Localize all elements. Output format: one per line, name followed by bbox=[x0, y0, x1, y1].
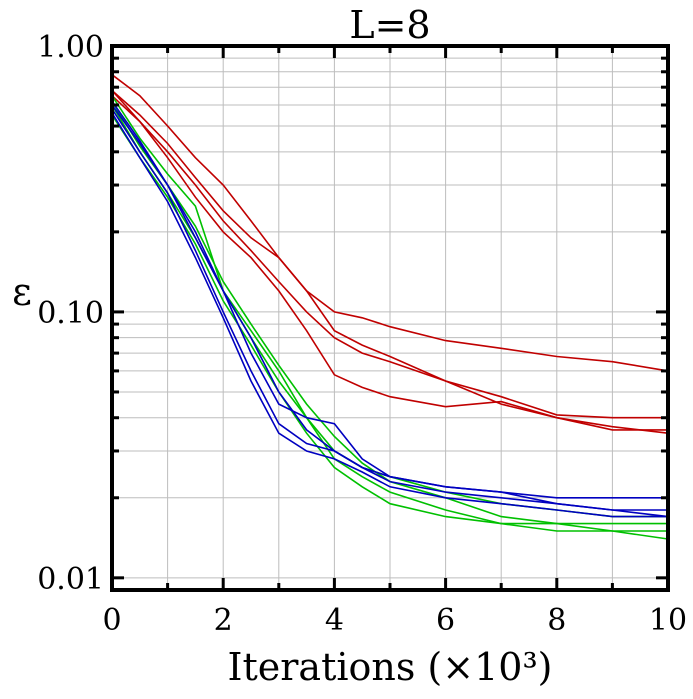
tick-labels: 0 2 4 6 8 10 1.00 0.10 0.01 bbox=[37, 30, 687, 638]
x-tick-label: 10 bbox=[649, 603, 687, 638]
y-tick-label: 0.01 bbox=[37, 562, 104, 597]
series-line-blue-10 bbox=[111, 104, 668, 511]
chart-title: L=8 bbox=[349, 3, 430, 47]
x-tick-label: 6 bbox=[436, 603, 455, 638]
x-axis-label: Iterations (×10³) bbox=[227, 645, 552, 689]
series-line-blue-11 bbox=[111, 108, 669, 518]
series-lines bbox=[111, 74, 669, 540]
x-tick-label: 2 bbox=[214, 603, 233, 638]
series-line-red-3 bbox=[111, 95, 669, 434]
x-tick-label: 8 bbox=[547, 603, 566, 638]
series-line-red-1 bbox=[111, 74, 669, 372]
x-tick-label: 0 bbox=[102, 603, 121, 638]
axis-ticks bbox=[110, 44, 670, 592]
y-tick-label: 1.00 bbox=[37, 30, 104, 65]
series-line-blue-9 bbox=[111, 100, 668, 499]
series-line-red-2 bbox=[111, 89, 668, 419]
y-axis-label: ε bbox=[12, 270, 32, 314]
series-line-blue-12 bbox=[111, 112, 668, 518]
series-line-red-4 bbox=[111, 89, 668, 431]
grid bbox=[111, 46, 669, 591]
series-line-green-7 bbox=[111, 104, 668, 532]
x-tick-label: 4 bbox=[325, 603, 344, 638]
y-tick-label: 0.10 bbox=[37, 296, 104, 331]
